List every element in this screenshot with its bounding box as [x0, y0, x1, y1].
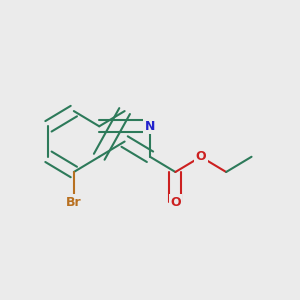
- Text: Br: Br: [66, 196, 82, 209]
- Text: O: O: [196, 150, 206, 163]
- Text: N: N: [145, 120, 155, 133]
- Text: O: O: [170, 196, 181, 209]
